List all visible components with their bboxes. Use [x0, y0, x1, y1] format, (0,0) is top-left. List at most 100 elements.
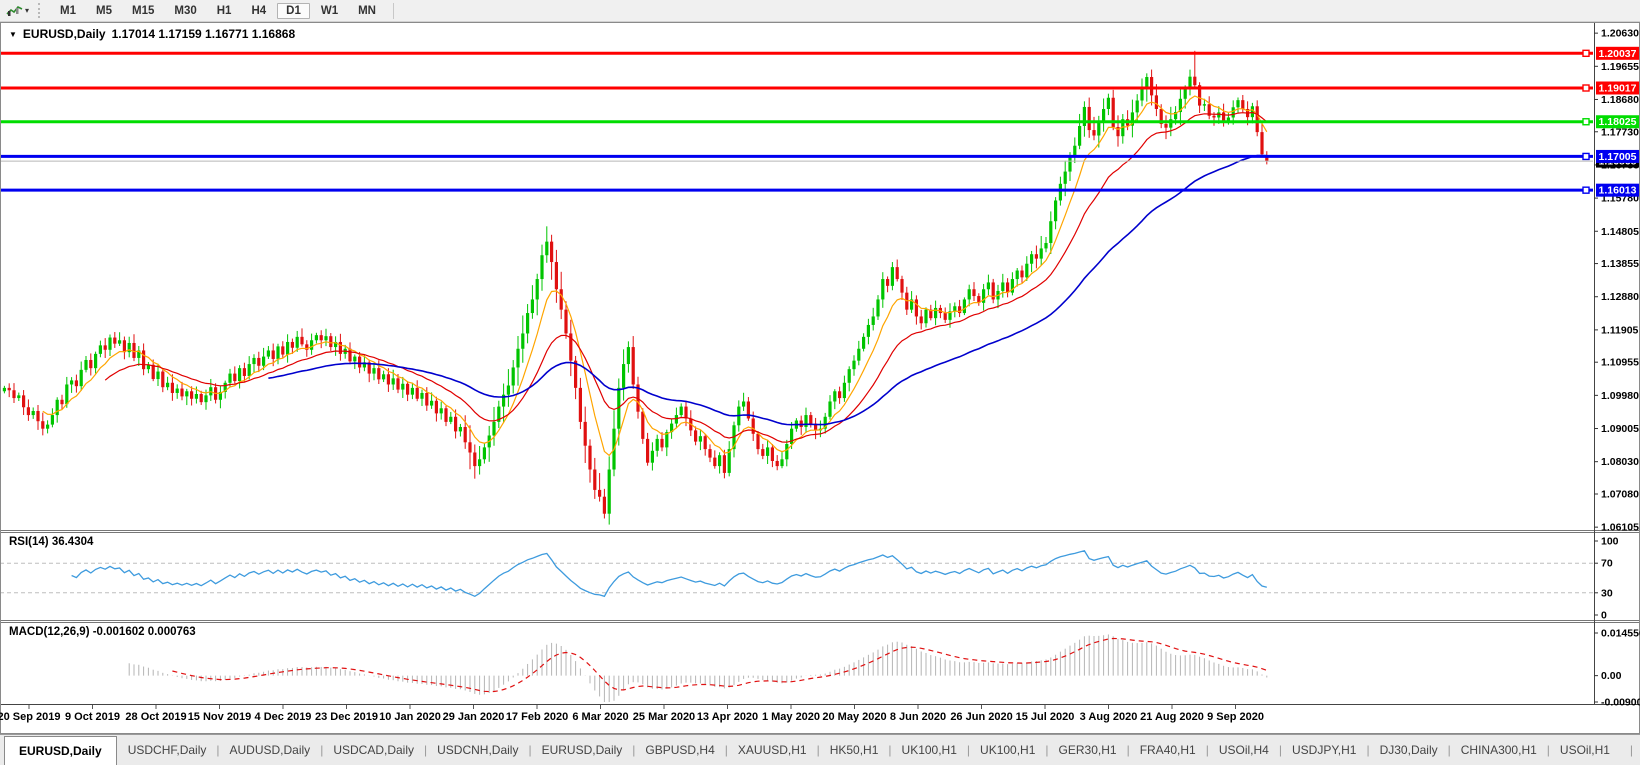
chart-tab-audusd-daily[interactable]: AUDUSD,Daily	[229, 743, 311, 757]
line-end-marker	[1582, 186, 1590, 194]
tab-divider: |	[320, 743, 324, 757]
rsi-tick-label: 30	[1601, 587, 1613, 599]
date-axis: 20 Sep 2019 9 Oct 2019 28 Oct 2019 15 Nov 2…	[0, 705, 1264, 723]
chart-tab-usdcad-daily[interactable]: USDCAD,Daily	[333, 743, 414, 757]
tab-divider: |	[1126, 743, 1130, 757]
price-tick-label: 1.07080	[1601, 488, 1639, 500]
price-tick-label: 1.06105	[1601, 522, 1639, 534]
date-tick-label: 21 Aug 2020	[1140, 711, 1204, 723]
date-tick-label: 4 Dec 2019	[255, 711, 312, 723]
price-tick-label: 1.09005	[1601, 423, 1639, 435]
chart-tab-fra40-h1[interactable]: FRA40,H1	[1139, 743, 1196, 757]
timeframe-button-m1[interactable]: M1	[60, 4, 76, 17]
date-tick-label: 3 Aug 2020	[1080, 711, 1138, 723]
toolbar-grip[interactable]	[38, 3, 43, 18]
price-lines-layer	[0, 49, 1593, 194]
price-tick-label: 1.08030	[1601, 456, 1639, 468]
timeframe-button-m15[interactable]: M15	[131, 4, 155, 17]
date-tick-label: 10 Jan 2020	[379, 711, 441, 723]
chart-tool-dropdown[interactable]: ▾	[3, 3, 32, 19]
date-tick-label: 6 Mar 2020	[572, 711, 628, 723]
level-price-tag	[1596, 81, 1639, 95]
chart-tab-eurusd-daily[interactable]: EURUSD,Daily	[541, 743, 623, 757]
rsi-tick-label: 100	[1601, 536, 1619, 548]
price-tick-label: 1.14805	[1601, 226, 1639, 238]
ma-line-21	[104, 111, 1268, 443]
chart-tab-usoil-h4[interactable]: USOil,H4	[1218, 743, 1269, 757]
candlesticks-layer	[2, 50, 1269, 525]
date-tick-label: 9 Oct 2019	[65, 711, 120, 723]
date-tick-label: 25 Mar 2020	[633, 711, 695, 723]
ohlc-values: 1.17014 1.17159 1.16771 1.16868	[111, 27, 296, 41]
chart-canvas[interactable]: 1.206301.196551.186801.177301.167551.157…	[0, 22, 1640, 734]
ma-line-8	[42, 95, 1268, 457]
symbol-title: EURUSD,Daily	[22, 27, 106, 41]
timeframe-button-h1[interactable]: H1	[216, 4, 232, 17]
top-toolbar: ▾ M1 M5 M15 M30 H1 H4 D1 W1 MN	[0, 0, 1640, 22]
timeframe-button-mn[interactable]: MN	[358, 4, 376, 17]
rsi-line	[71, 550, 1267, 598]
timeframe-button-d1[interactable]: D1	[277, 2, 310, 19]
macd-tick-label: 0.014556	[1601, 628, 1640, 640]
svg-text:1.17005: 1.17005	[1599, 151, 1637, 163]
toolbar-separator	[392, 2, 394, 19]
level-price-tag	[1596, 149, 1639, 163]
timeframe-button-w1[interactable]: W1	[320, 4, 339, 17]
macd-indicator-label: MACD(12,26,9) -0.001602 0.000763	[9, 626, 196, 638]
chart-tab-xauusd-h1[interactable]: XAUUSD,H1	[737, 743, 807, 757]
price-axis: 1.206301.196551.186801.177301.167551.157…	[1594, 28, 1640, 709]
symbol-tab-bar: EURUSD,Daily USDCHF,Daily | AUDUSD,Daily | US…	[0, 734, 1640, 765]
chart-window[interactable]: 1.206301.196551.186801.177301.167551.157…	[0, 22, 1640, 734]
chart-tab-dj30-daily[interactable]: DJ30,Daily	[1379, 743, 1438, 757]
chart-tab-gbpusd-h4[interactable]: GBPUSD,H4	[645, 743, 715, 757]
date-tick-label: 23 Dec 2019	[315, 711, 378, 723]
tab-divider: |	[632, 743, 636, 757]
tab-divider: |	[1205, 743, 1209, 757]
chart-tab-usoil-h1[interactable]: USOil,H1	[1559, 743, 1610, 757]
timeframe-button-h4[interactable]: H4	[251, 4, 267, 17]
tab-scroll-controls: | ◂ ▸	[1619, 735, 1640, 765]
dropdown-caret-icon: ▾	[25, 5, 30, 15]
rsi-tick-label: 70	[1601, 558, 1613, 570]
chart-tab-eurusd-daily[interactable]: EURUSD,Daily	[4, 736, 117, 765]
tab-divider: |	[966, 743, 971, 757]
chart-tab-usdchf-daily[interactable]: USDCHF,Daily	[127, 743, 207, 757]
chart-tab-hk50-h1[interactable]: HK50,H1	[829, 743, 879, 757]
date-tick-label: 20 May 2020	[822, 711, 886, 723]
date-tick-label: 15 Nov 2019	[188, 711, 252, 723]
chart-tab-uk100-h1[interactable]: UK100,H1	[901, 743, 957, 757]
date-tick-label: 1 May 2020	[762, 711, 820, 723]
tab-divider: |	[424, 743, 428, 757]
date-tick-label: 8 Jun 2020	[890, 711, 946, 723]
chart-tab-usdcnh-daily[interactable]: USDCNH,Daily	[437, 743, 519, 757]
price-tick-label: 1.11905	[1601, 324, 1639, 336]
line-end-marker	[1582, 118, 1590, 126]
chart-tab-china300-h1[interactable]: CHINA300,H1	[1460, 743, 1537, 757]
rsi-indicator-label: RSI(14) 36.4304	[9, 536, 94, 548]
chart-tab-uk100-h1[interactable]: UK100,H1	[980, 743, 1036, 757]
chart-tab-usdjpy-h1[interactable]: USDJPY,H1	[1291, 743, 1357, 757]
macd-signal-line	[172, 637, 1268, 693]
level-price-tag	[1596, 183, 1639, 197]
date-tick-label: 9 Sep 2020	[1207, 711, 1264, 723]
line-end-marker	[1582, 49, 1590, 58]
level-price-tag	[1596, 46, 1639, 60]
collapse-caret-icon[interactable]: ▼	[9, 29, 17, 39]
tab-divider: |	[888, 743, 892, 757]
price-tick-label: 1.19655	[1601, 61, 1639, 73]
timeframe-button-m5[interactable]: M5	[96, 4, 112, 17]
timeframe-button-m30[interactable]: M30	[174, 4, 197, 17]
moving-averages-layer	[42, 95, 1268, 457]
date-tick-label: 17 Feb 2020	[506, 711, 568, 723]
tab-divider: |	[1045, 743, 1049, 757]
price-tick-label: 1.17730	[1601, 126, 1639, 138]
date-tick-label: 26 Jun 2020	[950, 711, 1012, 723]
level-price-tag	[1596, 115, 1639, 129]
svg-text:1.20037: 1.20037	[1599, 48, 1637, 60]
date-tick-label: 29 Jan 2020	[443, 711, 505, 723]
chart-tab-ger30-h1[interactable]: GER30,H1	[1058, 743, 1117, 757]
macd-tick-label: 0.00	[1601, 670, 1622, 682]
tab-divider: |	[1629, 743, 1634, 757]
price-tick-label: 1.13855	[1601, 258, 1639, 270]
